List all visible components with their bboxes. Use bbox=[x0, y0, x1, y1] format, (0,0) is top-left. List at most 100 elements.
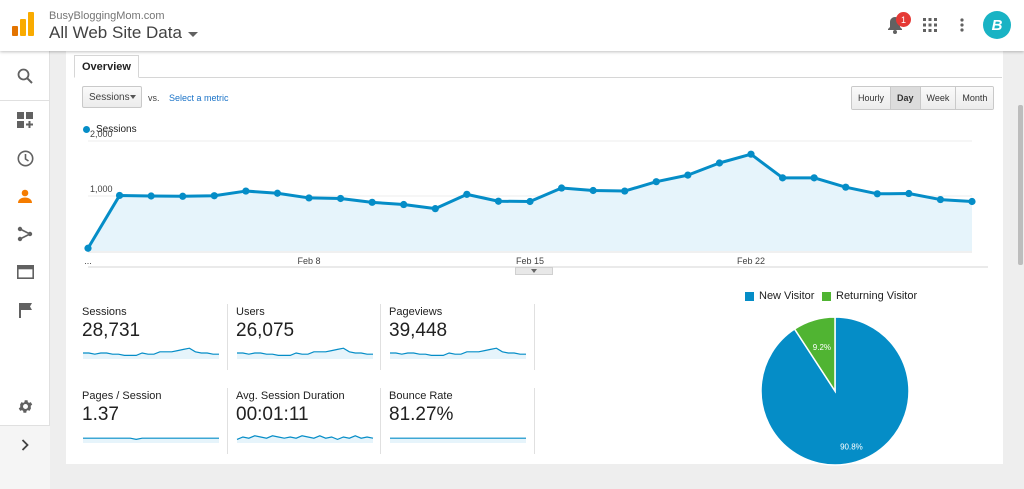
sparkline-area bbox=[390, 438, 526, 443]
sparkline bbox=[236, 435, 374, 443]
scorecard-pages-per-session[interactable]: Pages / Session 1.37 bbox=[82, 390, 230, 460]
sessions-data-point bbox=[84, 244, 92, 252]
sessions-data-point bbox=[968, 197, 976, 206]
sessions-data-point bbox=[463, 190, 471, 198]
sessions-legend-label: Sessions bbox=[96, 124, 137, 135]
sessions-data-point bbox=[589, 186, 597, 195]
sessions-data-point bbox=[715, 159, 724, 167]
caret-down-icon bbox=[187, 31, 198, 37]
week-button[interactable]: Week bbox=[920, 87, 957, 109]
sessions-data-point bbox=[147, 192, 155, 200]
scorecard-bounce-rate[interactable]: Bounce Rate 81.27% bbox=[389, 390, 537, 460]
scorecard-label: Bounce Rate bbox=[389, 390, 453, 402]
sparkline-path bbox=[83, 347, 219, 356]
pie-legend-new-visitor[interactable]: New Visitor bbox=[745, 290, 814, 302]
customization-icon[interactable] bbox=[0, 101, 50, 139]
scorecard-pageviews[interactable]: Pageviews 39,448 bbox=[389, 306, 537, 376]
sparkline bbox=[83, 347, 219, 359]
month-button[interactable]: Month bbox=[956, 87, 994, 109]
sidebar-divider bbox=[0, 100, 50, 101]
scorecard-value: 81.27% bbox=[389, 404, 454, 425]
scorecard-users[interactable]: Users 26,075 bbox=[236, 306, 384, 376]
x-tick-label: Feb 15 bbox=[516, 256, 544, 266]
sparkline-area bbox=[237, 435, 373, 443]
day-button[interactable]: Day bbox=[891, 87, 921, 109]
sessions-data-point bbox=[621, 187, 629, 195]
scorecard-avg-session-duration[interactable]: Avg. Session Duration 00:01:11 bbox=[236, 390, 384, 460]
sparkline-area bbox=[237, 348, 373, 359]
search-icon[interactable] bbox=[0, 57, 50, 95]
acquisition-icon[interactable] bbox=[0, 215, 50, 253]
behavior-icon[interactable] bbox=[0, 253, 50, 291]
scrollbar-track[interactable] bbox=[1016, 51, 1024, 489]
scorecard-label: Pages / Session bbox=[82, 390, 162, 402]
pie-legend-returning-visitor[interactable]: Returning Visitor bbox=[822, 290, 917, 302]
scorecard-value: 1.37 bbox=[82, 404, 119, 425]
caret-down-icon bbox=[531, 269, 537, 273]
apps-grid-icon[interactable] bbox=[919, 14, 941, 36]
account-name: BusyBloggingMom.com bbox=[49, 10, 165, 22]
scorecard-sessions[interactable]: Sessions 28,731 bbox=[82, 306, 230, 376]
sessions-data-point bbox=[873, 190, 881, 198]
scorecard-label: Users bbox=[236, 306, 265, 318]
left-sidebar bbox=[0, 51, 50, 489]
scorecard-value: 00:01:11 bbox=[236, 404, 309, 425]
scorecard-value: 28,731 bbox=[82, 320, 141, 341]
scorecard-label: Pageviews bbox=[389, 306, 443, 318]
sparkline-area bbox=[83, 348, 219, 359]
sparkline-path bbox=[236, 435, 374, 441]
sessions-data-point bbox=[684, 171, 692, 179]
scorecard-divider bbox=[380, 304, 381, 370]
sparkline bbox=[83, 437, 219, 443]
realtime-clock-icon[interactable] bbox=[0, 139, 50, 177]
sessions-data-point bbox=[400, 200, 408, 209]
top-header: BusyBloggingMom.com All Web Site Data 1 … bbox=[0, 0, 1024, 51]
legend-swatch bbox=[745, 291, 754, 301]
select-metric-link[interactable]: Select a metric bbox=[169, 93, 229, 103]
vs-label: vs. bbox=[148, 93, 160, 103]
scorecard-label: Sessions bbox=[82, 306, 127, 318]
scorecard-divider bbox=[227, 388, 228, 454]
sessions-data-point bbox=[242, 187, 250, 195]
sessions-data-point bbox=[305, 194, 313, 202]
chart-resize-handle[interactable] bbox=[515, 267, 553, 275]
metric-dropdown-value: Sessions bbox=[89, 91, 130, 103]
y-tick-label: 2,000 bbox=[90, 129, 113, 139]
sparkline bbox=[390, 437, 526, 443]
analytics-logo-icon[interactable] bbox=[12, 12, 34, 36]
caret-down-icon bbox=[130, 95, 136, 99]
scorecard-divider bbox=[534, 388, 535, 454]
settings-gear-icon[interactable] bbox=[0, 387, 50, 425]
audience-person-icon[interactable] bbox=[0, 177, 50, 215]
scorecard-divider bbox=[227, 304, 228, 370]
sessions-legend-marker bbox=[83, 126, 90, 133]
scorecard-label: Avg. Session Duration bbox=[236, 390, 345, 402]
notification-badge: 1 bbox=[896, 12, 911, 27]
scorecard-value: 26,075 bbox=[236, 320, 295, 341]
tab-underline bbox=[74, 77, 1002, 78]
property-view-label: All Web Site Data bbox=[49, 23, 182, 42]
sessions-data-point bbox=[336, 194, 345, 203]
sessions-data-point bbox=[494, 197, 503, 205]
tab-overview[interactable]: Overview bbox=[74, 55, 139, 78]
sessions-data-point bbox=[210, 192, 218, 200]
avatar[interactable]: B bbox=[983, 11, 1011, 39]
granularity-toggle: Hourly Day Week Month bbox=[851, 86, 995, 110]
view-selector[interactable]: All Web Site Data bbox=[49, 23, 198, 43]
sparkline-path bbox=[83, 437, 219, 441]
scorecard-value: 39,448 bbox=[389, 320, 448, 341]
scrollbar-thumb[interactable] bbox=[1018, 105, 1023, 265]
legend-swatch bbox=[822, 291, 831, 301]
metric-dropdown[interactable]: Sessions bbox=[82, 86, 142, 108]
conversions-flag-icon[interactable] bbox=[0, 291, 50, 329]
sparkline bbox=[390, 347, 526, 359]
hourly-button[interactable]: Hourly bbox=[852, 87, 892, 109]
sessions-data-point bbox=[778, 174, 787, 182]
expand-chevron-icon[interactable] bbox=[0, 426, 50, 464]
sparkline-area bbox=[390, 348, 526, 359]
sparkline bbox=[237, 347, 373, 359]
sessions-data-point bbox=[557, 184, 566, 192]
sidebar-footer bbox=[0, 425, 50, 489]
more-vert-icon[interactable] bbox=[951, 14, 973, 36]
